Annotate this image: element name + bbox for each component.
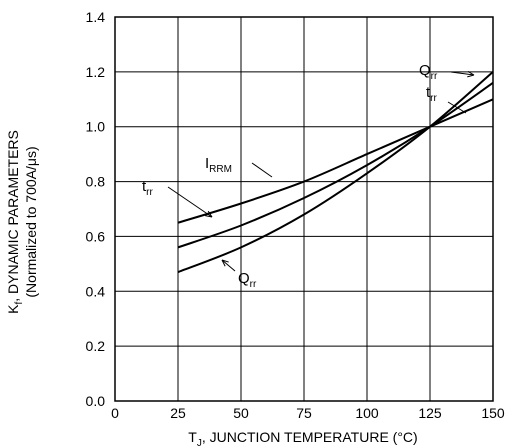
x-axis-title: TJ, JUNCTION TEMPERATURE (°C) (188, 429, 417, 448)
y-tick-labels: 0.0 0.2 0.4 0.6 0.8 1.0 1.2 1.4 (86, 9, 106, 409)
y-tick-label: 1.2 (86, 64, 106, 80)
series-label-qrr: Qrr (238, 270, 257, 290)
x-tick-label: 125 (418, 405, 442, 421)
callout-leader-line (447, 101, 467, 114)
callout-leader-line (221, 259, 236, 272)
series-label-qrr: Qrr (419, 62, 438, 82)
svg-text:Kf, DYNAMIC PARAMETERS: Kf, DYNAMIC PARAMETERS (5, 130, 25, 314)
series-label-trr: trr (142, 178, 154, 198)
x-tick-labels: 0 25 50 75 100 125 150 (111, 405, 505, 421)
callout-arrowhead (467, 71, 475, 78)
y-axis-title: Kf, DYNAMIC PARAMETERS (Normalized to 70… (5, 130, 39, 314)
y-tick-label: 1.0 (86, 119, 106, 135)
x-tick-label: 0 (111, 405, 119, 421)
x-tick-label: 150 (481, 405, 505, 421)
callout-leader-line (450, 71, 475, 76)
x-tick-label: 100 (355, 405, 379, 421)
callout-arrowhead (221, 259, 229, 267)
x-tick-label: 75 (296, 405, 312, 421)
y-tick-label: 0.6 (86, 228, 106, 244)
y-tick-label: 0.8 (86, 174, 106, 190)
series-line-irrm (177, 98, 494, 224)
y-tick-label: 0.2 (86, 338, 106, 354)
svg-text:(Normalized to 700A/μs): (Normalized to 700A/μs) (23, 146, 39, 297)
series-callouts: IRRM trr Qrr Qrr trr (142, 62, 475, 290)
x-tick-label: 50 (233, 405, 249, 421)
series-label-irrm: IRRM (205, 155, 232, 175)
x-tick-label: 25 (170, 405, 186, 421)
y-tick-label: 0.0 (86, 393, 106, 409)
series-line-qrr (177, 71, 494, 274)
y-tick-label: 1.4 (86, 9, 106, 25)
callout-leader-line (251, 162, 273, 178)
callout-arrowhead (205, 210, 213, 218)
series-label-trr: trr (426, 84, 438, 104)
y-tick-label: 0.4 (86, 283, 106, 299)
callout-leader-line (167, 186, 213, 218)
plot-frame (114, 16, 494, 402)
series-lines (177, 71, 494, 274)
